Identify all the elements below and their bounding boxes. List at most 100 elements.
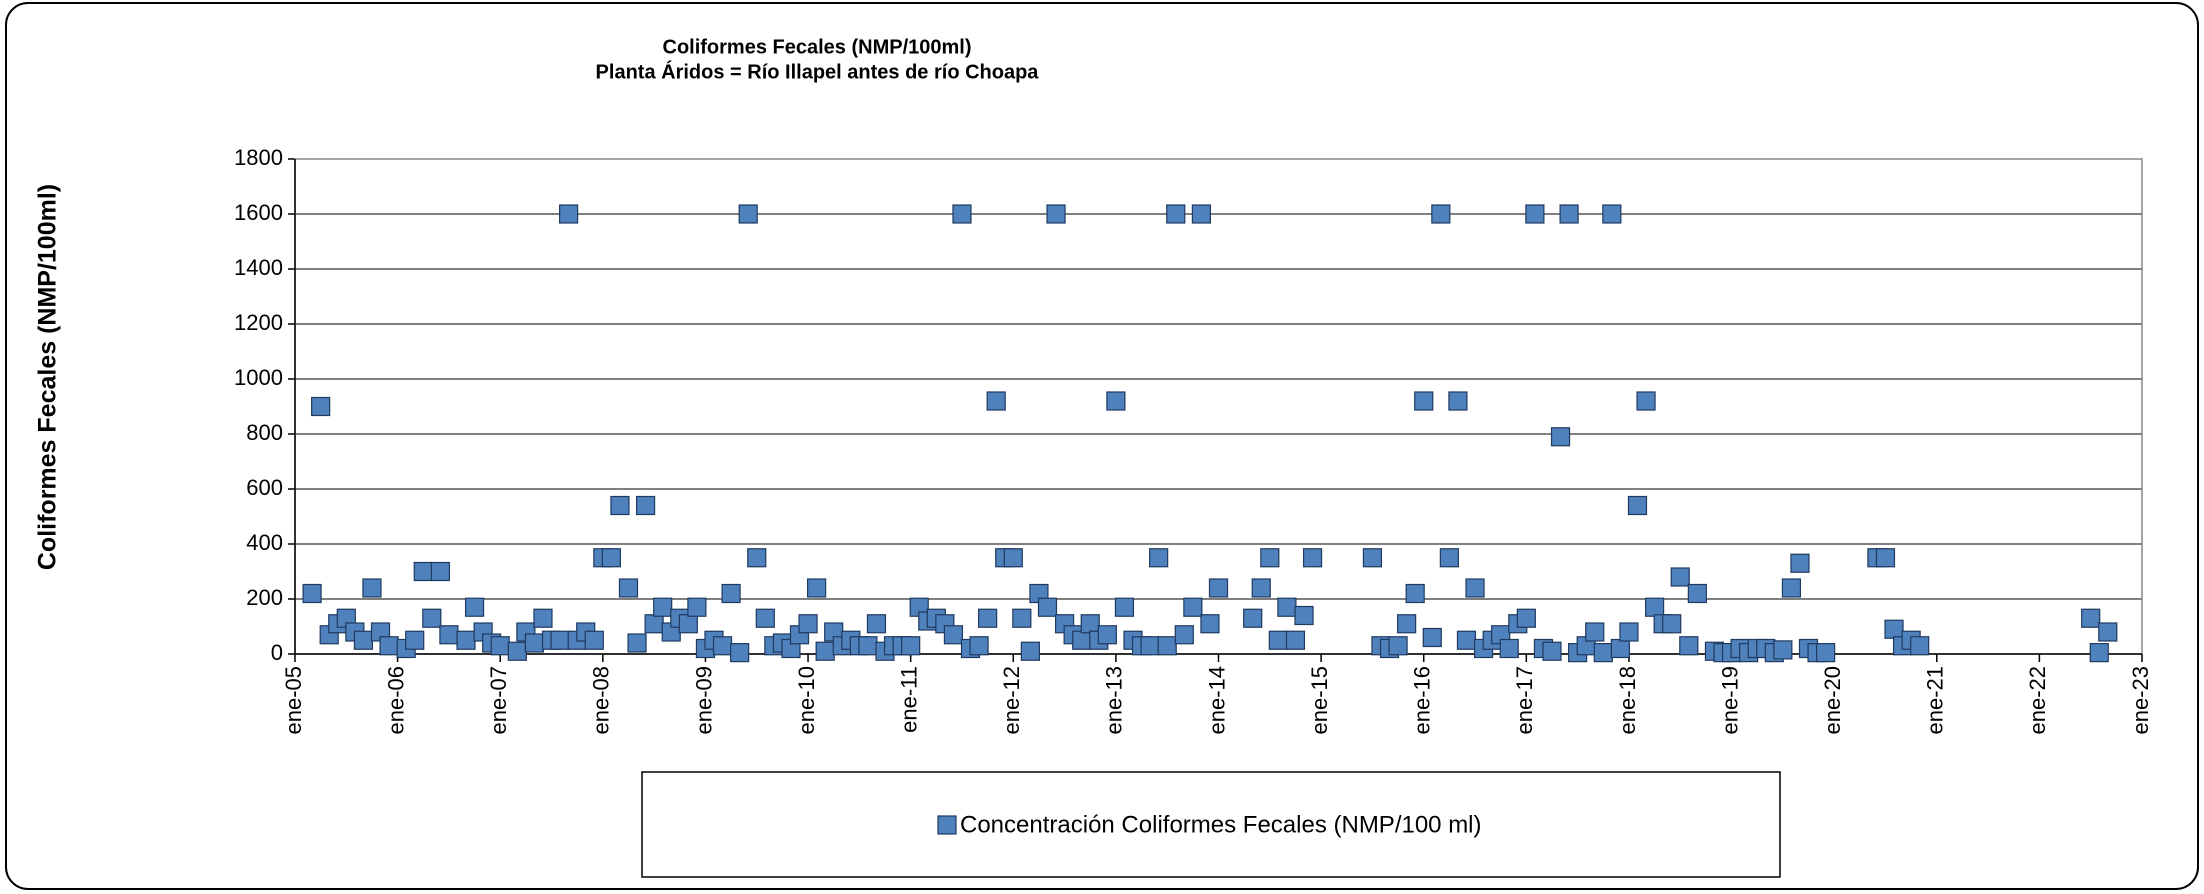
marker bbox=[1157, 636, 1177, 656]
y-tick-label: 1600 bbox=[234, 200, 283, 225]
marker bbox=[1012, 608, 1032, 628]
marker bbox=[1037, 597, 1058, 617]
marker bbox=[1636, 391, 1656, 411]
marker bbox=[379, 636, 399, 656]
marker bbox=[490, 636, 510, 656]
marker bbox=[601, 548, 621, 568]
marker bbox=[678, 614, 698, 634]
x-tick-label: ene-07 bbox=[486, 666, 511, 735]
marker bbox=[1166, 204, 1186, 224]
marker bbox=[1910, 636, 1930, 656]
marker bbox=[1610, 638, 1630, 659]
x-tick-label: ene-06 bbox=[383, 666, 408, 735]
marker bbox=[1191, 204, 1211, 224]
marker bbox=[1627, 495, 1648, 516]
x-tick-label: ene-21 bbox=[1923, 666, 1948, 735]
marker bbox=[627, 633, 647, 653]
x-tick-label: ene-11 bbox=[896, 666, 921, 733]
y-tick-label: 200 bbox=[246, 585, 283, 610]
marker bbox=[550, 630, 570, 650]
y-tick-label: 400 bbox=[246, 530, 283, 555]
marker bbox=[439, 625, 459, 645]
marker bbox=[1414, 391, 1434, 411]
marker bbox=[610, 495, 630, 516]
marker bbox=[747, 548, 767, 568]
marker bbox=[1208, 578, 1229, 598]
x-tick-label: ene-15 bbox=[1307, 666, 1332, 735]
x-tick-label: ene-05 bbox=[281, 666, 306, 735]
y-tick-label: 600 bbox=[246, 475, 283, 500]
marker bbox=[1585, 622, 1605, 642]
marker bbox=[1302, 548, 1323, 568]
marker bbox=[866, 614, 887, 634]
marker bbox=[1277, 597, 1297, 617]
marker bbox=[635, 495, 656, 516]
marker bbox=[2089, 643, 2109, 663]
marker bbox=[1149, 548, 1169, 568]
marker bbox=[1251, 578, 1271, 598]
marker bbox=[1285, 630, 1306, 650]
marker bbox=[362, 578, 382, 598]
marker bbox=[1422, 627, 1442, 648]
marker bbox=[2081, 608, 2101, 628]
marker bbox=[1773, 640, 1793, 660]
marker bbox=[430, 561, 450, 582]
marker bbox=[1080, 614, 1100, 634]
y-tick-label: 1800 bbox=[234, 145, 283, 170]
y-tick-label: 1400 bbox=[234, 255, 283, 280]
marker bbox=[943, 625, 964, 645]
y-tick-label: 1200 bbox=[234, 310, 283, 335]
marker bbox=[1619, 622, 1639, 642]
marker bbox=[1388, 636, 1408, 656]
marker bbox=[1884, 619, 1904, 639]
marker bbox=[1072, 630, 1092, 650]
marker bbox=[353, 630, 374, 650]
marker bbox=[978, 608, 998, 628]
marker bbox=[1816, 643, 1836, 663]
x-tick-label: ene-10 bbox=[794, 666, 819, 735]
marker bbox=[507, 641, 527, 661]
marker bbox=[422, 608, 442, 628]
marker bbox=[1679, 636, 1699, 656]
marker bbox=[644, 614, 664, 634]
y-axis-title: Coliformes Fecales (NMP/100ml) bbox=[34, 184, 62, 570]
marker bbox=[1200, 614, 1220, 634]
marker bbox=[1431, 204, 1451, 224]
marker bbox=[618, 578, 639, 598]
x-tick-label: ene-20 bbox=[1820, 666, 1845, 735]
marker bbox=[1397, 614, 1417, 634]
marker bbox=[2098, 622, 2118, 642]
chart-frame bbox=[5, 2, 2199, 890]
marker bbox=[1097, 625, 1117, 645]
x-tick-label: ene-14 bbox=[1204, 666, 1229, 735]
marker bbox=[901, 636, 921, 656]
x-tick-label: ene-13 bbox=[1102, 666, 1127, 735]
marker bbox=[798, 614, 818, 634]
x-tick-label: ene-09 bbox=[691, 666, 716, 735]
marker bbox=[1516, 608, 1536, 628]
x-tick-label: ene-12 bbox=[999, 666, 1024, 735]
legend-label: Concentración Coliformes Fecales (NMP/10… bbox=[960, 811, 1482, 838]
marker bbox=[1499, 638, 1519, 659]
marker bbox=[1602, 204, 1622, 224]
marker bbox=[1020, 641, 1040, 661]
x-tick-label: ene-23 bbox=[2128, 666, 2153, 735]
marker bbox=[1106, 391, 1126, 411]
marker bbox=[533, 608, 553, 628]
x-tick-label: ene-17 bbox=[1512, 666, 1537, 735]
marker bbox=[1362, 548, 1383, 568]
marker bbox=[712, 636, 733, 656]
marker bbox=[1260, 548, 1280, 568]
marker bbox=[1790, 553, 1810, 573]
marker bbox=[986, 391, 1006, 411]
marker bbox=[1456, 630, 1477, 650]
marker bbox=[1003, 548, 1023, 568]
legend-box bbox=[641, 771, 1781, 878]
marker bbox=[807, 578, 827, 598]
x-tick-label: ene-18 bbox=[1615, 666, 1640, 735]
marker bbox=[1525, 204, 1545, 224]
marker bbox=[858, 636, 878, 656]
x-tick-label: ene-08 bbox=[589, 666, 614, 735]
marker bbox=[1140, 636, 1160, 656]
